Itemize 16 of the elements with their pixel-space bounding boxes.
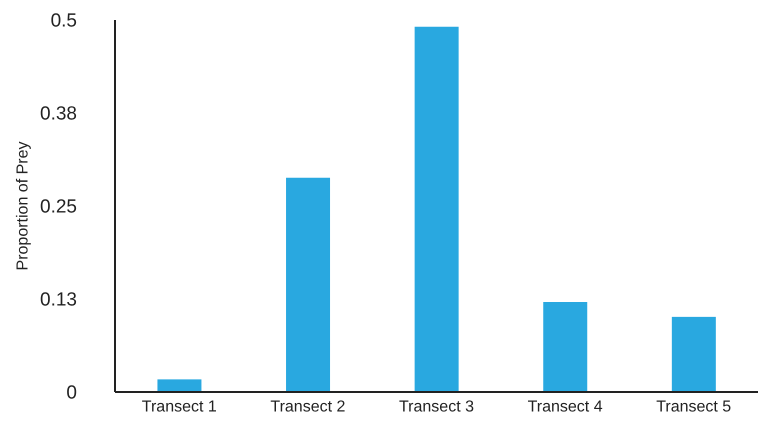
y-axis-title: Proportion of Prey: [14, 142, 32, 270]
x-tick-label: Transect 1: [142, 398, 217, 416]
x-tick-label: Transect 3: [399, 398, 474, 416]
y-tick-label: 0.13: [40, 290, 77, 311]
y-tick-label: 0.25: [40, 196, 77, 218]
y-tick-label: 0: [66, 382, 77, 404]
x-tick-label: Transect 2: [270, 398, 346, 416]
bar: [157, 379, 202, 392]
bar: [543, 302, 588, 392]
y-tick-label: 0.5: [50, 10, 77, 32]
x-tick-label: Transect 5: [656, 398, 732, 416]
bar: [414, 26, 459, 392]
bar: [672, 316, 716, 392]
x-tick-label: Transect 4: [528, 398, 603, 416]
bar: [286, 178, 330, 392]
y-tick-label: 0.38: [40, 104, 77, 125]
